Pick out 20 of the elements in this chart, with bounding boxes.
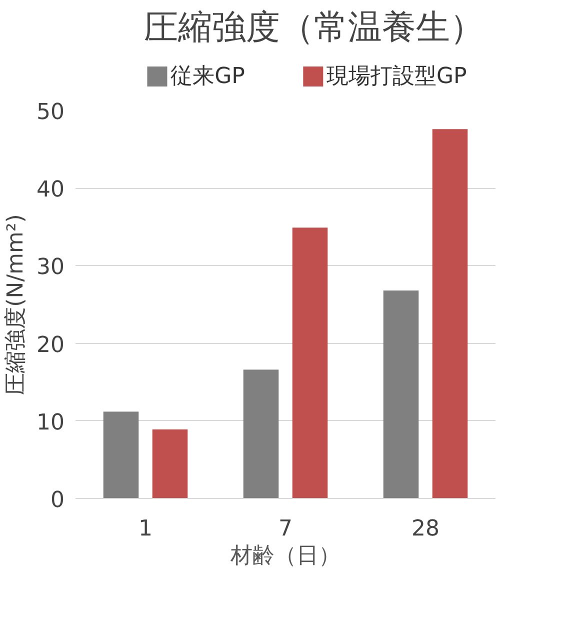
x-tick-label: 1 [138, 516, 152, 542]
bar [103, 412, 139, 498]
x-tick-label: 7 [278, 516, 292, 542]
y-tick-label: 10 [36, 410, 65, 436]
bar [432, 129, 468, 498]
bar [152, 429, 188, 498]
chart-title: 圧縮強度（常温養生） [144, 8, 484, 48]
legend-label: 従来GP [170, 64, 245, 89]
bar [383, 290, 419, 498]
x-axis-title: 材齢（日） [230, 544, 340, 568]
y-tick-label: 20 [36, 332, 65, 358]
y-tick-label: 50 [36, 100, 65, 125]
y-tick-label: 40 [36, 178, 65, 203]
y-tick-label: 30 [36, 255, 65, 280]
legend-label: 現場打設型GP [326, 64, 467, 89]
y-tick-label: 0 [50, 488, 65, 513]
bar [243, 370, 279, 498]
bar [292, 228, 328, 498]
y-axis-title: 圧縮強度(N/mm²) [4, 214, 29, 395]
x-tick-label: 28 [412, 516, 440, 542]
